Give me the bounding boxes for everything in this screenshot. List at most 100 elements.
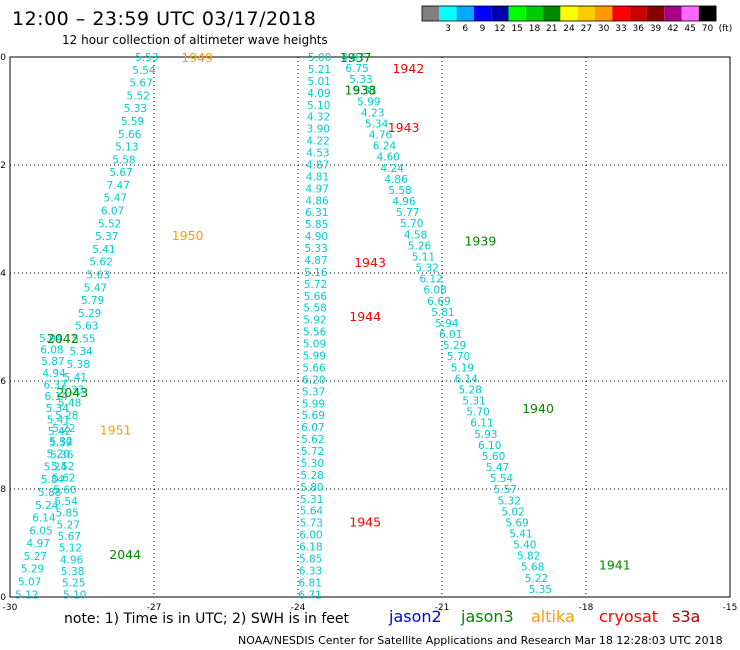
swh-value: 6.07 [101, 206, 124, 218]
swh-value: 4.58 [404, 229, 427, 241]
swh-value: 5.22 [525, 573, 548, 585]
swh-value: 4.81 [306, 171, 329, 183]
swh-value: 5.68 [521, 562, 544, 574]
swh-value: 5.35 [529, 584, 552, 596]
colorbar-swatch [560, 6, 578, 21]
swh-value: 4.86 [384, 174, 408, 186]
swh-value: 5.41 [509, 528, 532, 540]
swh-value: 5.52 [51, 461, 74, 473]
time-label: 2043 [56, 385, 88, 400]
colorbar-swatch [525, 6, 544, 21]
swh-value: 5.54 [132, 65, 156, 77]
swh-value: 5.56 [303, 327, 327, 339]
swh-value: 5.59 [121, 116, 144, 128]
y-tick-label: -4 [0, 269, 6, 279]
swh-value: 5.32 [498, 495, 521, 507]
time-label: 1938 [344, 82, 376, 97]
colorbar-label: 9 [480, 24, 486, 34]
swh-value: 5.26 [408, 240, 432, 252]
colorbar-label: 18 [529, 24, 541, 34]
swh-value: 5.57 [494, 484, 517, 496]
swh-value: 5.41 [47, 414, 70, 426]
time-label: 1940 [522, 401, 554, 416]
swh-value: 4.97 [342, 52, 365, 64]
swh-value: 5.34 [69, 346, 93, 358]
colorbar-swatch [698, 6, 717, 21]
swh-value: 5.41 [64, 372, 87, 384]
colorbar-swatch [473, 6, 492, 21]
swh-value: 5.29 [443, 340, 466, 352]
x-tick-label: -18 [579, 603, 594, 613]
swh-value: 5.67 [129, 78, 152, 90]
swh-value: 6.31 [305, 207, 328, 219]
swh-value: 5.33 [61, 385, 84, 397]
swh-value: 5.12 [15, 589, 38, 601]
swh-value: 5.81 [431, 307, 454, 319]
swh-value: 5.31 [300, 494, 323, 506]
swh-value: 4.09 [307, 88, 330, 100]
swh-value: 5.77 [396, 207, 419, 219]
swh-value: 5.62 [52, 473, 75, 485]
swh-value: 4.22 [306, 136, 329, 148]
swh-value: 5.20 [47, 449, 70, 461]
swh-value: 6.14 [45, 391, 69, 403]
swh-value: 5.28 [300, 470, 323, 482]
swh-value: 4.76 [369, 130, 393, 142]
credit-line: NOAA/NESDIS Center for Satellite Applica… [238, 634, 723, 647]
swh-value: 5.22 [52, 423, 75, 435]
swh-value: 5.92 [303, 315, 326, 327]
swh-value: 4.86 [305, 195, 329, 207]
colorbar-label: 21 [546, 24, 557, 34]
y-tick-label: 0 [0, 53, 6, 63]
colorbar-swatch [543, 6, 561, 21]
swh-value: 5.99 [303, 351, 326, 363]
plot-area: -30-27-24-21-18-150-2-4-6-8-10 5.535.545… [0, 50, 737, 613]
time-label: 1943 [354, 255, 386, 270]
swh-value: 5.31 [353, 85, 376, 97]
swh-value: 5.37 [302, 386, 325, 398]
swh-value: 5.84 [41, 474, 65, 486]
swh-value: 5.47 [84, 282, 107, 294]
time-label: 1937 [340, 50, 372, 65]
swh-value: 5.55 [72, 333, 95, 345]
swh-value: 5.99 [357, 96, 380, 108]
swh-value: 6.81 [299, 577, 322, 589]
swh-value: 5.69 [505, 517, 528, 529]
swh-value: 5.10 [63, 589, 86, 601]
swh-value: 5.70 [447, 351, 470, 363]
swh-value: 5.04 [39, 333, 63, 345]
colorbar-border [421, 5, 717, 22]
swh-value: 5.70 [466, 407, 489, 419]
swh-value: 5.27 [24, 551, 47, 563]
colorbar-label: 3 [445, 24, 451, 34]
swh-value: 5.58 [303, 303, 326, 315]
swh-value: 6.01 [439, 329, 462, 341]
colorbar-label: 70 [702, 24, 714, 34]
swh-value: 5.73 [300, 518, 323, 530]
swh-value: 5.52 [127, 90, 150, 102]
swh-value: 5.94 [435, 318, 459, 330]
colorbar-swatch [612, 6, 630, 21]
swh-value: 5.29 [21, 564, 44, 576]
swh-value: 5.82 [517, 551, 540, 563]
swh-value: 5.27 [57, 519, 80, 531]
swh-value: 5.32 [49, 436, 72, 448]
swh-value: 5.66 [118, 129, 142, 141]
colorbar-label: 27 [581, 24, 592, 34]
time-label: 1943 [388, 120, 420, 135]
swh-value: 5.34 [365, 118, 389, 130]
swh-value: 5.72 [301, 446, 324, 458]
time-label: 1950 [172, 228, 204, 243]
swh-value: 4.24 [381, 163, 405, 175]
colorbar-label: 6 [462, 24, 468, 34]
swh-value: 5.69 [302, 410, 325, 422]
swh-value: 5.16 [304, 267, 328, 279]
swh-value: 5.40 [513, 540, 536, 552]
swh-value: 6.69 [427, 296, 450, 308]
time-label: 1949 [181, 50, 213, 65]
swh-value: 6.10 [478, 440, 501, 452]
swh-value: 4.90 [305, 231, 328, 243]
colorbar-label: 12 [494, 24, 505, 34]
swh-value: 5.24 [44, 461, 68, 473]
